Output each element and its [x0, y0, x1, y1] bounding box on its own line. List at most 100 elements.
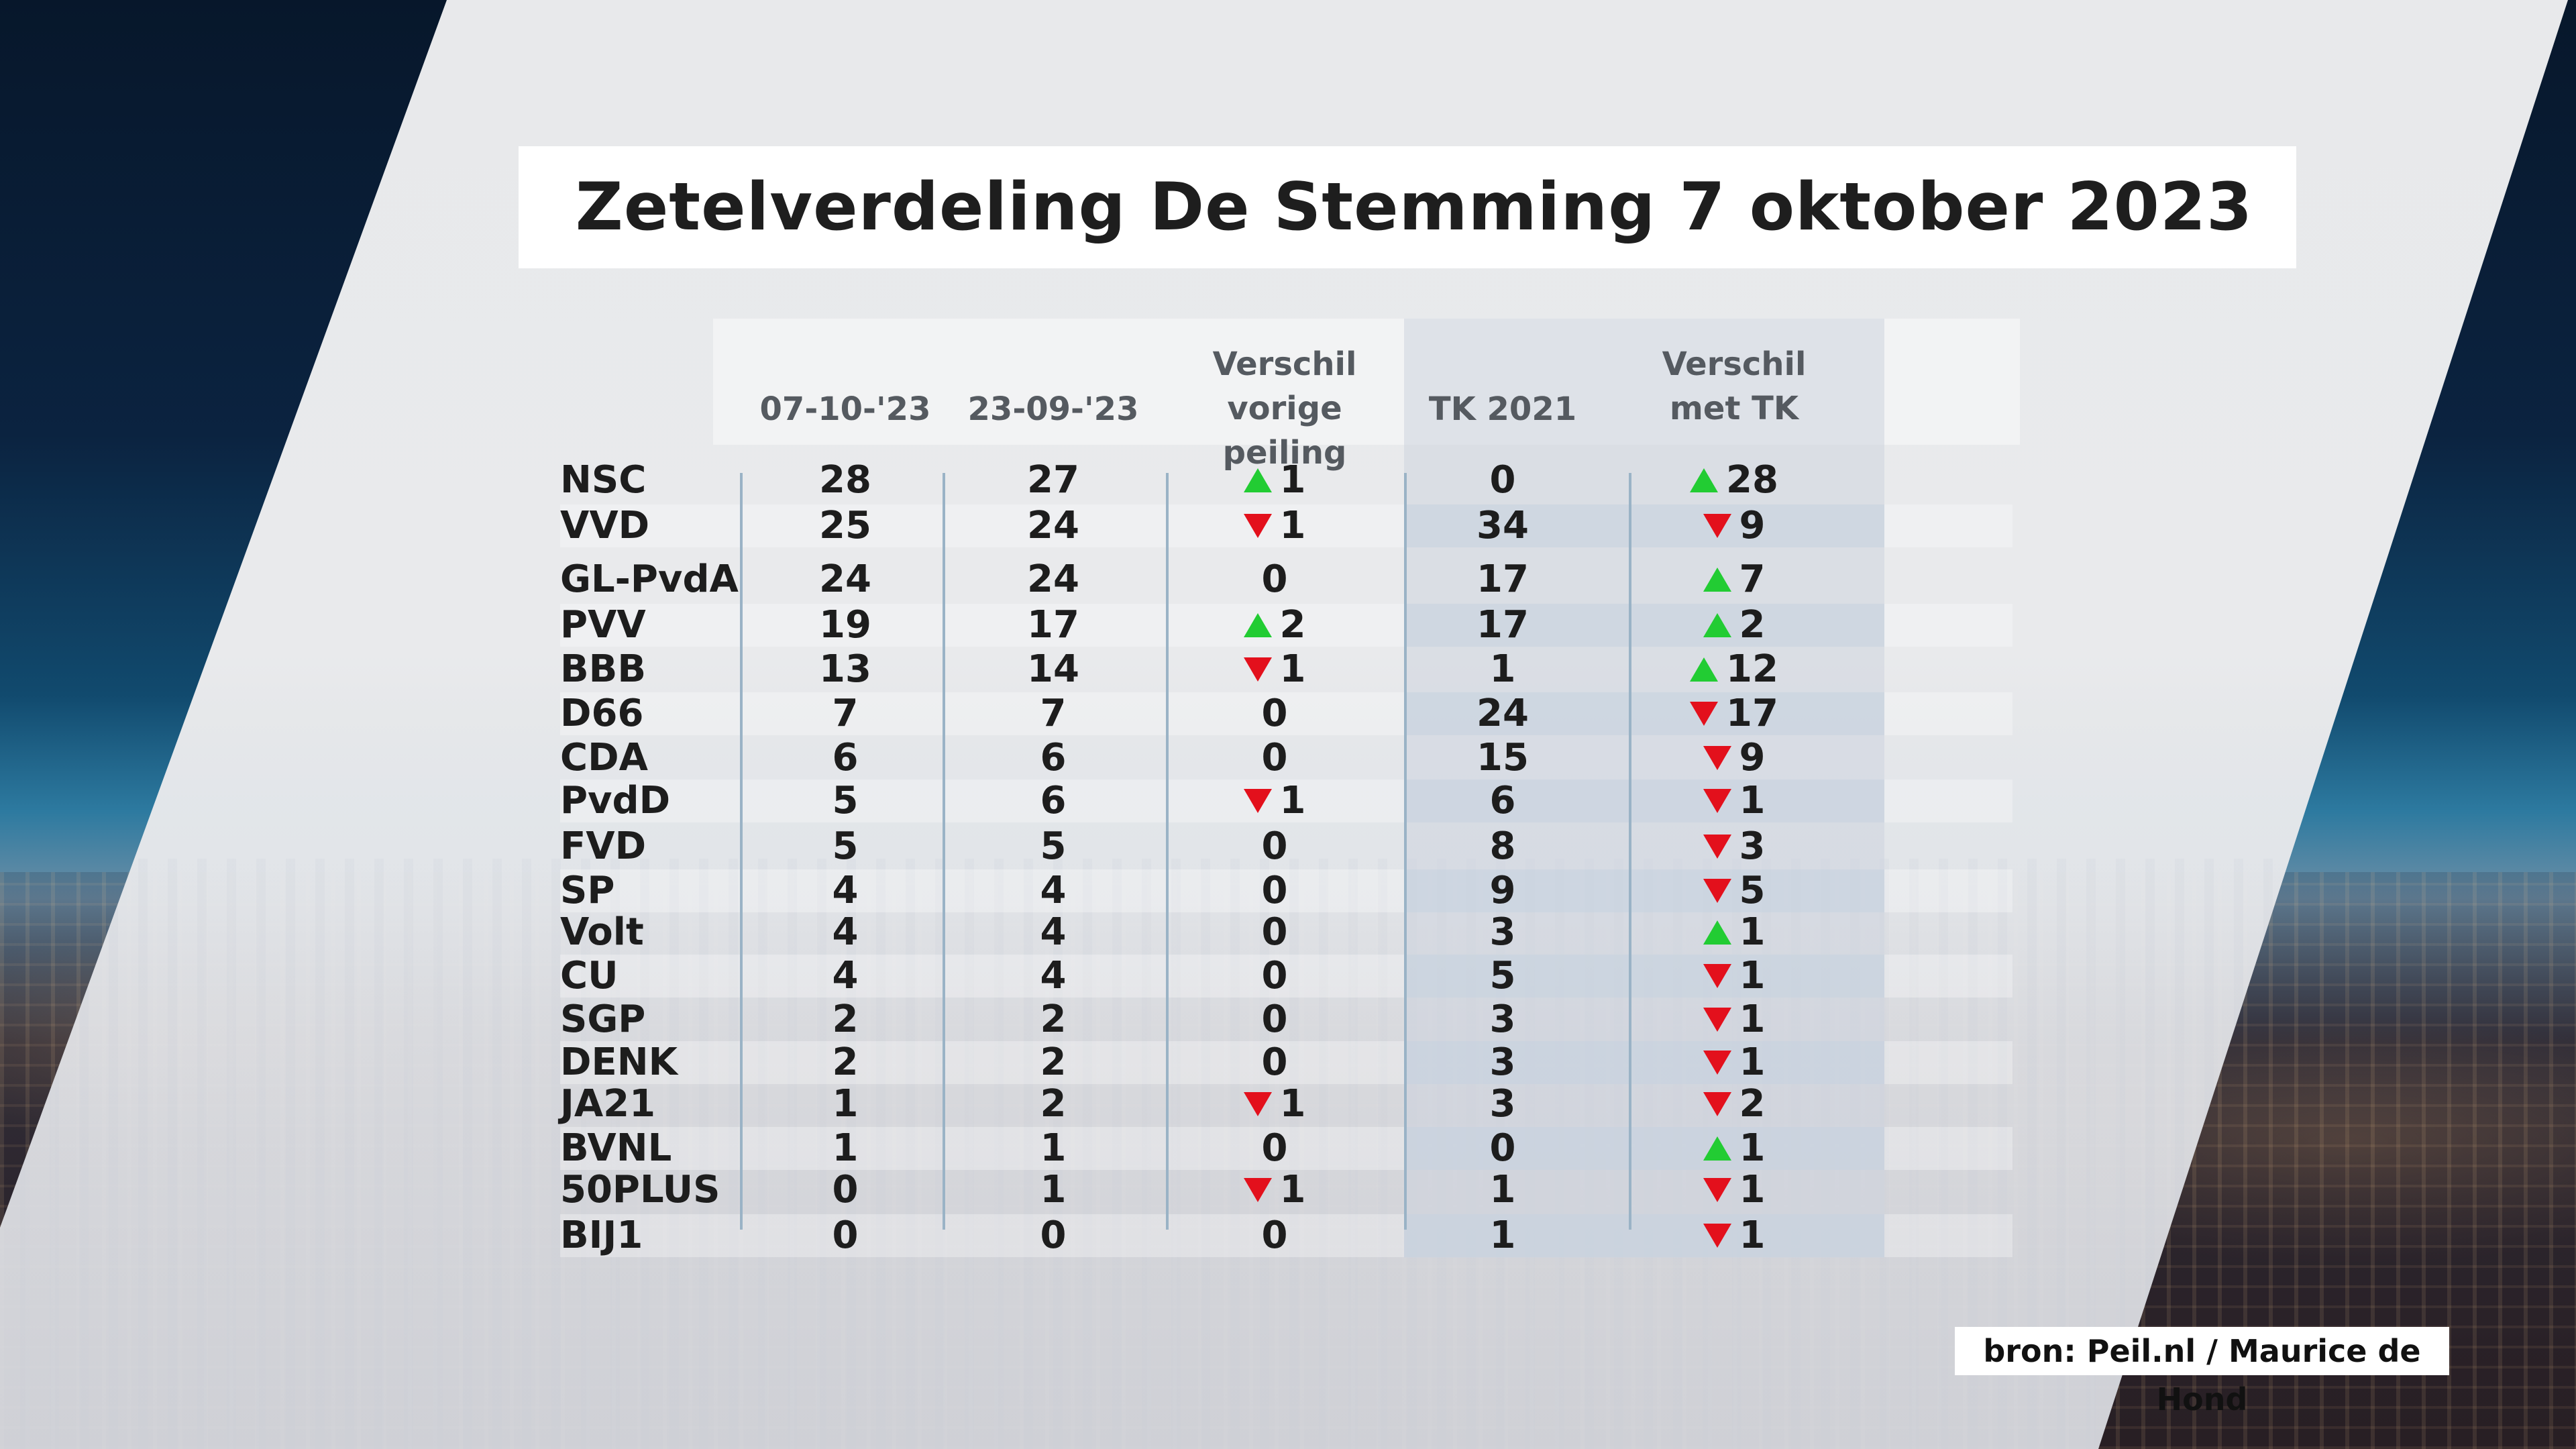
party-name: BIJ1 — [560, 1214, 643, 1257]
row-stripe-tk — [1404, 1127, 1884, 1170]
diff-tk: 1 — [1623, 1214, 1845, 1257]
diff-prev-value: 0 — [1261, 824, 1288, 868]
party-name: 50PLUS — [560, 1168, 720, 1212]
column-header-diff-prev: Verschil vorige peiling — [1164, 342, 1405, 475]
diff-prev: 1 — [1167, 1169, 1382, 1212]
seats-prev: 5 — [1040, 824, 1067, 868]
diff-tk-value: 1 — [1739, 1168, 1766, 1212]
triangle-down-icon — [1690, 702, 1719, 726]
seats-prev: 4 — [1040, 954, 1067, 998]
column-header-now: 07-10-'23 — [759, 390, 931, 428]
diff-tk: 5 — [1623, 869, 1845, 912]
seats-now: 1 — [832, 1082, 859, 1126]
triangle-down-icon — [1243, 1092, 1272, 1116]
triangle-up-icon — [1690, 657, 1719, 682]
diff-tk-value: 5 — [1739, 869, 1766, 912]
diff-prev: 0 — [1167, 869, 1382, 912]
seats-now: 2 — [832, 998, 859, 1041]
tk-columns-panel — [1404, 319, 1884, 1258]
diff-prev: 0 — [1167, 692, 1382, 735]
triangle-down-icon — [1703, 879, 1731, 903]
diff-prev-value: 1 — [1279, 647, 1306, 691]
diff-prev: 0 — [1167, 737, 1382, 780]
seats-now: 28 — [819, 458, 871, 502]
seats-prev: 0 — [1040, 1214, 1067, 1257]
diff-prev-value: 2 — [1279, 603, 1306, 647]
triangle-up-icon — [1703, 568, 1731, 592]
party-name: PVV — [560, 603, 646, 647]
row-stripe-tk — [1404, 504, 1884, 547]
diff-prev-value: 0 — [1261, 1126, 1288, 1170]
party-name: FVD — [560, 824, 647, 868]
diff-prev: 1 — [1167, 1083, 1382, 1126]
seats-tk2021: 9 — [1489, 869, 1516, 912]
seats-tk2021: 3 — [1489, 998, 1516, 1041]
seats-now: 24 — [819, 557, 871, 601]
diff-prev: 0 — [1167, 911, 1382, 954]
row-stripe — [560, 504, 2012, 547]
diff-tk-value: 1 — [1739, 779, 1766, 822]
seats-now: 5 — [832, 779, 859, 822]
diff-prev: 0 — [1167, 1214, 1382, 1257]
party-name: NSC — [560, 458, 647, 502]
seats-now: 6 — [832, 736, 859, 780]
row-stripe — [560, 692, 2012, 735]
row-stripe-tk — [1404, 604, 1884, 647]
seats-tk2021: 34 — [1477, 504, 1529, 547]
diff-prev: 1 — [1167, 504, 1382, 547]
row-stripe-tk — [1404, 1214, 1884, 1257]
party-name: PvdD — [560, 779, 671, 822]
seats-tk2021: 15 — [1477, 736, 1529, 780]
seats-prev: 1 — [1040, 1126, 1067, 1170]
seats-tk2021: 5 — [1489, 954, 1516, 998]
diff-prev-value: 1 — [1279, 1082, 1306, 1126]
triangle-up-icon — [1703, 1136, 1731, 1161]
diff-tk-value: 17 — [1726, 692, 1778, 735]
seats-tk2021: 0 — [1489, 1126, 1516, 1170]
diff-prev: 0 — [1167, 558, 1382, 601]
triangle-up-icon — [1690, 468, 1719, 492]
diff-prev-value: 0 — [1261, 869, 1288, 912]
diff-prev: 1 — [1167, 780, 1382, 822]
triangle-down-icon — [1703, 746, 1731, 770]
diff-tk: 1 — [1623, 780, 1845, 822]
column-divider — [740, 473, 743, 1230]
diff-tk-value: 9 — [1739, 736, 1766, 780]
diff-tk-value: 9 — [1739, 504, 1766, 547]
diff-tk-value: 1 — [1739, 954, 1766, 998]
party-name: CDA — [560, 736, 648, 780]
triangle-down-icon — [1703, 514, 1731, 538]
party-name: Volt — [560, 910, 644, 954]
seats-now: 13 — [819, 647, 871, 691]
seats-now: 25 — [819, 504, 871, 547]
seats-prev: 14 — [1027, 647, 1079, 691]
source-label: bron: Peil.nl / Maurice de Hond — [1955, 1327, 2449, 1417]
party-name: DENK — [560, 1040, 678, 1084]
triangle-down-icon — [1703, 1092, 1731, 1116]
diff-tk: 1 — [1623, 955, 1845, 998]
seats-tk2021: 0 — [1489, 458, 1516, 502]
row-stripe — [560, 1214, 2012, 1257]
row-stripe — [560, 955, 2012, 998]
seats-now: 2 — [832, 1040, 859, 1084]
triangle-down-icon — [1703, 1178, 1731, 1202]
seats-prev: 1 — [1040, 1168, 1067, 1212]
diff-tk-value: 1 — [1739, 1214, 1766, 1257]
diff-tk-value: 1 — [1739, 998, 1766, 1041]
seats-tk2021: 6 — [1489, 779, 1516, 822]
seats-tk2021: 3 — [1489, 910, 1516, 954]
diff-prev: 0 — [1167, 825, 1382, 868]
page-title: Zetelverdeling De Stemming 7 oktober 202… — [575, 169, 2253, 246]
party-name: BVNL — [560, 1126, 672, 1170]
diff-prev: 0 — [1167, 1041, 1382, 1084]
diff-tk-value: 1 — [1739, 1040, 1766, 1084]
diff-prev-value: 0 — [1261, 736, 1288, 780]
column-header-prev: 23-09-'23 — [967, 390, 1139, 428]
seats-now: 4 — [832, 954, 859, 998]
seats-prev: 2 — [1040, 998, 1067, 1041]
seats-prev: 24 — [1027, 557, 1079, 601]
column-header-diff-tk-text: Verschil met TK — [1662, 345, 1807, 427]
diff-tk-value: 2 — [1739, 1082, 1766, 1126]
diff-tk-value: 3 — [1739, 824, 1766, 868]
seats-prev: 2 — [1040, 1040, 1067, 1084]
